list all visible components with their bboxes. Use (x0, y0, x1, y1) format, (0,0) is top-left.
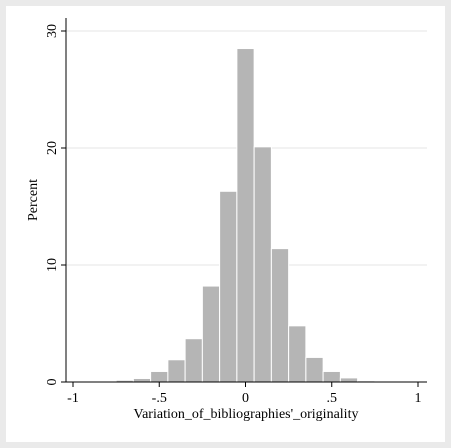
histogram-bar (219, 190, 238, 383)
x-tick-label: -.5 (152, 391, 167, 406)
histogram-bar (236, 48, 255, 383)
x-tick-label: .5 (327, 391, 338, 406)
x-axis-title: Variation_of_bibliographies'_originality (134, 407, 359, 422)
histogram-bar (270, 248, 290, 383)
histogram-bar (322, 370, 341, 383)
histogram-bar (184, 338, 203, 383)
histogram-bar (288, 325, 307, 383)
x-tick-label: 1 (415, 391, 422, 406)
histogram-bar (339, 377, 359, 383)
histogram-bar (305, 356, 324, 383)
histogram-bar (201, 285, 221, 383)
histogram-bar (132, 377, 152, 383)
y-tick-label: 20 (45, 141, 60, 155)
x-tick-label: 0 (242, 391, 249, 406)
x-tick-label: -1 (67, 391, 79, 406)
histogram-bar (167, 359, 186, 383)
y-axis-title: Percent (26, 179, 41, 221)
y-tick-label: 0 (45, 379, 60, 386)
histogram-bar (253, 146, 272, 383)
bars (98, 48, 376, 383)
y-tick-label: 10 (45, 258, 60, 272)
axes: 0 10 20 30 -1 -.5 0 .5 1 (45, 18, 427, 406)
y-tick-label: 30 (45, 24, 60, 38)
histogram-bar (150, 370, 169, 383)
